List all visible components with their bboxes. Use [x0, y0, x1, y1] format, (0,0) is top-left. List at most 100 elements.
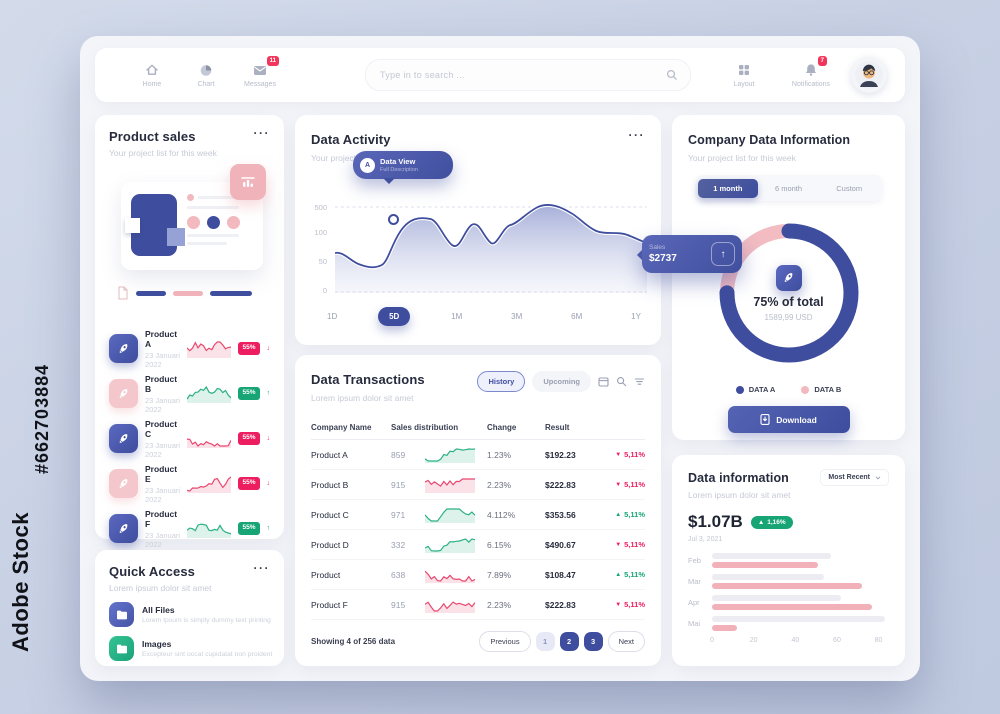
search-bar[interactable]	[365, 59, 691, 91]
download-button[interactable]: Download	[727, 406, 850, 433]
area-chart	[335, 193, 647, 293]
cell-value: 971	[391, 509, 406, 520]
nav-messages[interactable]: 11 Messages	[233, 56, 287, 88]
nav-notifications[interactable]: 7 Notifications	[779, 56, 843, 88]
nav-home[interactable]: Home	[125, 62, 179, 88]
cell-delta: ▼ 5,11%	[615, 540, 645, 549]
cell-change: 2.23%	[487, 599, 512, 610]
table-row[interactable]: Product C 971 4.112% $353.56 ▲ 5,11%	[311, 500, 645, 530]
illustration-blue-block	[125, 194, 185, 256]
product-date: 23 Januari 2022	[145, 440, 181, 459]
filter-icon[interactable]	[634, 376, 645, 387]
filter-upcoming[interactable]: Upcoming	[532, 371, 591, 392]
more-menu-icon[interactable]: ···	[628, 128, 645, 142]
product-list-item[interactable]: Product B 23 Januari 2022 55% ↑	[109, 371, 270, 416]
quick-access-item-images[interactable]: Images Excepteur sint occat cupidatat no…	[109, 636, 272, 661]
tab-6-month[interactable]: 6 month	[774, 183, 803, 193]
col-company-name: Company Name	[311, 422, 372, 432]
chevron-down-icon	[875, 475, 881, 480]
range-3m[interactable]: 3M	[511, 312, 523, 321]
search-input[interactable]	[378, 69, 666, 81]
tab-1-month[interactable]: 1 month	[697, 178, 759, 198]
range-1y[interactable]: 1Y	[631, 312, 641, 321]
x-axis-tick: 20	[749, 637, 758, 644]
sort-dropdown[interactable]: Most Recent	[820, 469, 889, 486]
table-summary: Showing 4 of 256 data	[311, 637, 396, 646]
prev-page-button[interactable]: Previous	[479, 631, 531, 652]
nav-layout[interactable]: Layout	[717, 62, 771, 88]
cell-result: $192.23	[545, 449, 576, 460]
data-transactions-title: Data Transactions	[311, 372, 425, 387]
more-menu-icon[interactable]: ···	[253, 126, 270, 140]
range-5d[interactable]: 5D	[378, 307, 411, 326]
data-point-marker[interactable]	[388, 214, 399, 225]
page-2-button[interactable]: 2	[559, 632, 579, 651]
filter-history[interactable]: History	[477, 371, 526, 392]
donut-percent-label: 75% of total	[753, 294, 824, 309]
quick-access-item-name: Images	[142, 639, 172, 649]
bar-current	[712, 625, 737, 631]
nav-chart[interactable]: Chart	[179, 62, 233, 88]
cell-value: 915	[391, 479, 406, 490]
more-menu-icon[interactable]: ···	[253, 561, 270, 575]
cell-delta: ▲ 5,11%	[615, 570, 645, 579]
product-date: 23 Januari 2022	[145, 530, 181, 549]
range-1m[interactable]: 1M	[451, 312, 463, 321]
bar-category-label: Mai	[688, 619, 701, 628]
trend-arrow-icon: ▲	[615, 511, 622, 518]
sales-value-badge[interactable]: Sales $2737 ↑	[637, 235, 742, 273]
chart-tooltip[interactable]: A Data View Full Description	[353, 151, 453, 184]
legend-data-b: DATA B	[801, 385, 841, 394]
data-activity-title: Data Activity	[311, 132, 391, 147]
bar-chart-x-axis: 0 20 40 60 80	[710, 637, 889, 649]
nav-notifications-label: Notifications	[791, 81, 831, 88]
product-date: 23 Januari 2022	[145, 395, 181, 414]
page-1-button[interactable]: 1	[535, 632, 555, 651]
sales-badge-value: $2737	[649, 253, 677, 264]
product-sparkline	[187, 438, 232, 448]
search-icon[interactable]	[616, 376, 627, 387]
table-row[interactable]: Product 638 7.89% $108.47 ▲ 5,11%	[311, 560, 645, 590]
bar-previous	[712, 595, 842, 601]
y-axis-tick: 50	[318, 257, 327, 266]
table-row[interactable]: Product F 915 2.23% $222.83 ▼ 5,11%	[311, 590, 645, 620]
donut-chart: 75% of total 1589,99 USD	[709, 213, 869, 373]
quick-access-item-all-files[interactable]: All Files Lorem Ipsum is simply dummy te…	[109, 602, 271, 627]
trend-arrow-icon: ↑	[266, 525, 271, 532]
nav-messages-label: Messages	[244, 81, 276, 88]
bar-row: Feb	[688, 553, 889, 568]
donut-amount-label: 1589,99 USD	[764, 312, 813, 322]
arrow-up-button[interactable]: ↑	[711, 242, 735, 266]
download-icon	[760, 414, 770, 425]
cell-company: Product D	[311, 539, 349, 550]
product-list-item[interactable]: Product F 23 Januari 2022 55% ↑	[109, 506, 270, 551]
product-list-item[interactable]: Product A 23 Januari 2022 55% ↓	[109, 326, 270, 371]
cell-delta: ▼ 5,11%	[615, 480, 645, 489]
product-name: Product E	[145, 463, 178, 484]
range-1d[interactable]: 1D	[327, 312, 338, 321]
bar-previous	[712, 616, 885, 622]
cell-result: $353.56	[545, 509, 576, 520]
x-axis-tick: 60	[833, 637, 841, 644]
calendar-icon[interactable]	[598, 376, 609, 387]
search-icon[interactable]	[666, 69, 678, 81]
tab-custom[interactable]: Custom	[836, 183, 863, 193]
range-6m[interactable]: 6M	[571, 312, 583, 321]
data-information-subtitle: Lorem ipsum dolor sit amet	[688, 490, 791, 500]
product-list-item[interactable]: Product C 23 Januari 2022 55% ↓	[109, 416, 270, 461]
value-delta-badge: ▲ 1,16%	[750, 515, 793, 529]
page-3-button[interactable]: 3	[583, 632, 603, 651]
cell-result: $222.83	[545, 599, 576, 610]
user-avatar[interactable]	[851, 57, 887, 93]
table-row[interactable]: Product A 859 1.23% $192.23 ▼ 5,11%	[311, 440, 645, 470]
rocket-icon	[109, 334, 138, 363]
next-page-button[interactable]: Next	[607, 631, 645, 652]
cell-result: $490.67	[545, 539, 576, 550]
bar-category-label: Apr	[688, 598, 700, 607]
trend-arrow-icon: ↓	[266, 480, 271, 487]
table-row[interactable]: Product D 332 6.15% $490.67 ▼ 5,11%	[311, 530, 645, 560]
table-row[interactable]: Product B 915 2.23% $222.83 ▼ 5,11%	[311, 470, 645, 500]
bar-current	[712, 583, 862, 589]
product-list-item[interactable]: Product E 23 Januari 2022 55% ↓	[109, 461, 270, 506]
product-name: Product C	[145, 418, 178, 439]
